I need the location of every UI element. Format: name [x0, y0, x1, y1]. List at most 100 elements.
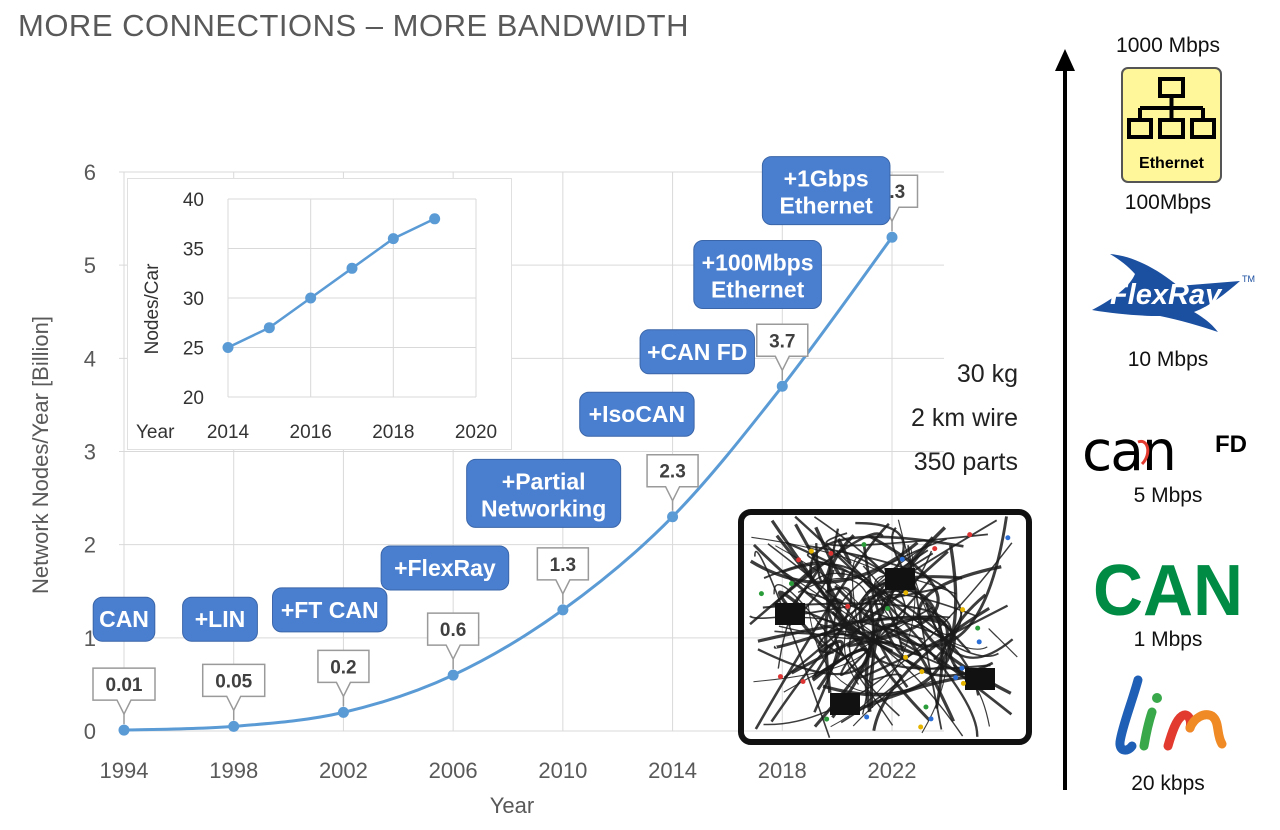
feature-annotation-box: [579, 391, 695, 437]
feature-annotation-label: CAN: [99, 606, 149, 632]
harness-wire: [773, 627, 839, 649]
main-x-tick-label: 2014: [648, 758, 697, 783]
inset-data-point: [387, 233, 399, 245]
harness-terminal: [864, 714, 870, 720]
lin-logo: lin: [1108, 672, 1227, 755]
inset-x-tick-label: 2018: [372, 422, 414, 443]
value-callout-box: [646, 453, 699, 503]
speed-top: 1000 Mbps: [1116, 34, 1220, 57]
harness-terminal: [861, 542, 867, 548]
inset-data-point: [346, 262, 358, 274]
harness-terminal: [885, 606, 891, 612]
value-callout: 3.7: [756, 323, 809, 381]
harness-terminal: [1005, 535, 1011, 541]
value-callout-label: 1.3: [550, 555, 576, 576]
feature-annotation: +FlexRay: [380, 545, 510, 591]
main-x-tick-label: 1998: [209, 758, 258, 783]
harness-wire: [763, 542, 1013, 726]
value-callout-label: 0.01: [106, 675, 143, 696]
feature-annotation-label: Ethernet: [780, 193, 874, 219]
value-callout: 0.2: [317, 649, 370, 707]
feature-annotation-label: +Partial: [502, 468, 586, 494]
value-callout-label: 0.05: [215, 671, 252, 692]
main-data-point: [118, 724, 130, 736]
harness-terminal: [960, 680, 966, 686]
harness-wire: [854, 604, 1009, 680]
harness-wire: [839, 577, 933, 677]
inset-data-point: [305, 292, 317, 304]
feature-annotation-label: +FT CAN: [281, 597, 379, 623]
feature-annotation-box: [639, 329, 755, 375]
inset-chart: 20 25 30 35 40 2014 2016 2018 2020 Nodes/Car Yea…: [136, 190, 497, 443]
inset-y-tick-label: 30: [183, 289, 204, 310]
value-callout-box: [92, 667, 156, 716]
feature-annotation-label: +FlexRay: [394, 555, 496, 581]
main-y-tick-label: 0: [84, 719, 96, 744]
harness-terminal: [903, 654, 909, 660]
main-data-point: [447, 669, 459, 681]
feature-annotation-label: +LIN: [195, 606, 245, 632]
can-fd-logo-text: CAN: [1082, 420, 1175, 480]
inset-y-tick-label: 20: [183, 388, 204, 409]
harness-terminal: [919, 669, 925, 675]
main-x-axis-label: Year: [490, 793, 534, 818]
harness-terminal: [923, 704, 929, 710]
harness-terminal: [976, 639, 982, 645]
feature-annotation-label: Networking: [481, 495, 606, 521]
flexray-logo-text: FlexRay: [1110, 279, 1223, 311]
inset-data-point: [222, 342, 234, 353]
value-callout-box: [756, 323, 809, 372]
value-callout-label: 0.2: [330, 657, 356, 678]
inset-x-tick-label: 2020: [455, 422, 497, 443]
harness-terminal: [828, 550, 834, 556]
value-callout-box: [536, 547, 590, 596]
harness-outline: [738, 509, 1032, 745]
speed-can: 1 Mbps: [1133, 628, 1203, 651]
inset-x-tick-label: 2016: [290, 422, 332, 443]
feature-annotation: +IsoCAN: [579, 391, 695, 437]
harness-wire: [767, 543, 861, 634]
can-fd-suffix: FD: [1215, 431, 1247, 458]
main-data-point: [228, 720, 240, 732]
feature-annotation-box: [761, 156, 891, 226]
main-x-tick-label: 2022: [868, 758, 917, 783]
feature-annotation-box: [272, 587, 388, 633]
main-data-point: [776, 380, 788, 392]
harness-wire: [774, 516, 906, 636]
value-callout-box: [317, 649, 370, 699]
harness-wire: [752, 543, 931, 674]
inset-chart-panel: 20 25 30 35 40 2014 2016 2018 2020 Nodes/Car Yea…: [127, 178, 512, 450]
speed-ethernet: 100Mbps: [1124, 191, 1212, 214]
main-x-tick-label: 2018: [758, 758, 807, 783]
feature-annotation: +LIN: [182, 596, 258, 642]
feature-annotation-box: [182, 596, 258, 642]
harness-wire: [757, 616, 956, 671]
feature-annotation: +FT CAN: [272, 587, 388, 633]
harness-connector: [965, 668, 995, 690]
main-y-tick-label: 3: [84, 440, 96, 465]
main-data-point: [886, 231, 898, 243]
feature-annotation-label: +CAN FD: [647, 339, 747, 365]
feature-annotation-box: [466, 458, 622, 528]
lin-logo-text: lin: [1108, 672, 1109, 673]
stat-parts: 350 parts: [913, 448, 1018, 476]
main-y-tick-label: 2: [84, 533, 96, 558]
harness-terminal: [932, 546, 938, 552]
harness-wire: [869, 623, 956, 722]
wiring-harness-image: [738, 509, 1032, 745]
harness-terminal: [777, 674, 783, 680]
harness-terminal: [903, 590, 909, 596]
harness-terminal: [967, 532, 973, 538]
value-callout: 0.6: [426, 612, 480, 670]
inset-chart-series: [222, 213, 441, 353]
main-x-tick-label: 2010: [538, 758, 587, 783]
ethernet-network-icon: [1127, 77, 1216, 139]
value-callout: 0.01: [92, 667, 156, 725]
main-chart-value-callouts: 0.01 0.050.20.61.32.33.75.3: [92, 174, 919, 725]
harness-wire: [749, 541, 919, 585]
main-data-point: [667, 511, 679, 523]
